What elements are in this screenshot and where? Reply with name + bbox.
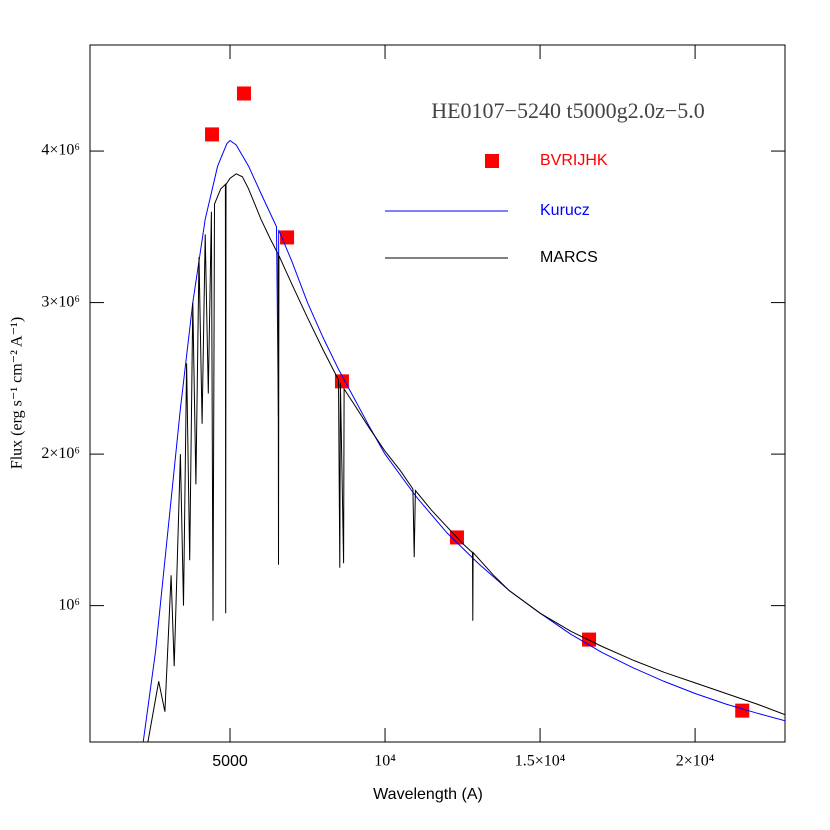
x-tick-label: 1.5×10⁴	[515, 753, 566, 770]
x-axis-label: Wavelength (A)	[373, 786, 483, 803]
y-tick-label: 4×10⁶	[41, 142, 80, 159]
legend-marker	[485, 154, 499, 168]
x-tick-label: 2×10⁴	[676, 753, 715, 770]
x-tick-label: 10⁴	[374, 753, 396, 770]
plot-frame	[89, 44, 786, 743]
legend-label: Kurucz	[540, 202, 590, 219]
series-line	[147, 173, 785, 742]
y-tick-label: 3×10⁶	[41, 293, 80, 310]
series-line	[142, 139, 785, 742]
legend-label: MARCS	[540, 249, 598, 266]
data-point	[236, 86, 251, 101]
plot-area	[142, 86, 785, 742]
y-tick-label: 2×10⁶	[41, 445, 80, 462]
data-point	[205, 127, 220, 142]
y-axis-label: Flux (erg s⁻¹ cm⁻² A⁻¹)	[9, 317, 26, 469]
annotation: HE0107−5240 t5000g2.0z−5.0	[431, 98, 705, 123]
data-point	[735, 703, 750, 718]
y-tick-label: 10⁶	[58, 596, 80, 613]
legend-label: BVRIJHK	[540, 152, 608, 169]
x-tick-label: 5000	[212, 753, 248, 770]
